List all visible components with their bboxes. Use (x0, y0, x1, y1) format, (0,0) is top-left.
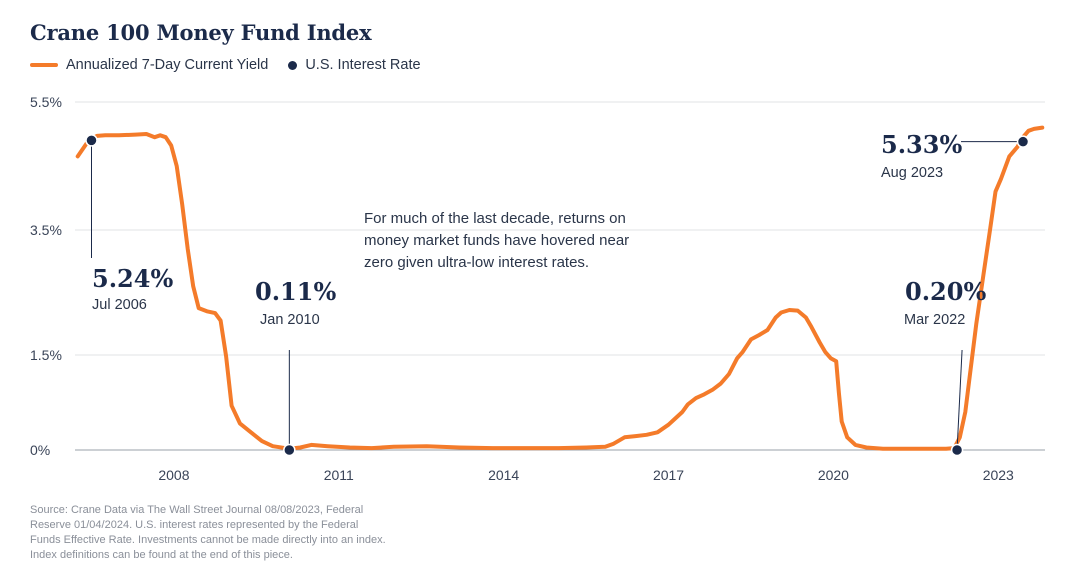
x-tick-label: 2023 (983, 467, 1014, 483)
y-tick-label: 1.5% (30, 347, 62, 363)
rate-point-dot (1016, 135, 1030, 148)
rate-date-label: Jan 2010 (260, 312, 320, 328)
x-tick-label: 2014 (488, 467, 519, 483)
rate-point-dot (85, 134, 98, 147)
rate-date-label: Jul 2006 (92, 297, 147, 313)
annotation-line: money market funds have hovered near (364, 232, 629, 249)
rate-date-label: Mar 2022 (904, 312, 965, 328)
rate-value-label: 5.24% (92, 264, 173, 293)
line-chart: 0%1.5%3.5%5.5% 2008 2011 2014 2017 2020 2023 … (30, 94, 1045, 483)
yield-series-line (75, 125, 1045, 451)
x-axis-ticks: 2008 2011 2014 2017 2020 2023 (158, 467, 1014, 483)
y-tick-label: 0% (30, 442, 50, 458)
chart-title: Crane 100 Money Fund Index (30, 20, 372, 45)
rate-leader-lines (90, 140, 1024, 451)
rate-point-dot (950, 443, 964, 457)
rate-date-label: Aug 2023 (881, 165, 943, 181)
leader-line (956, 349, 963, 451)
legend-label-yield: Annualized 7-Day Current Yield (66, 57, 269, 73)
source-note: Source: Crane Data via The Wall Street J… (30, 504, 386, 561)
rate-point-dot (283, 443, 296, 457)
y-tick-label: 5.5% (30, 94, 62, 110)
x-tick-label: 2011 (324, 467, 354, 483)
annotation-line: For much of the last decade, returns on (364, 210, 626, 227)
legend-label-rate: U.S. Interest Rate (305, 57, 421, 73)
chart-annotation: For much of the last decade, returns on m… (364, 210, 629, 271)
legend-line-swatch (30, 63, 58, 67)
chart-legend: Annualized 7-Day Current Yield U.S. Inte… (30, 57, 421, 73)
x-tick-label: 2008 (158, 467, 189, 483)
rate-value-label: 5.33% (881, 130, 962, 159)
rate-value-label: 0.20% (905, 277, 986, 306)
annotation-line: zero given ultra-low interest rates. (364, 254, 589, 271)
rate-value-label: 0.11% (255, 277, 336, 306)
rate-points (85, 134, 1030, 457)
rate-labels: 5.24% Jul 2006 0.11% Jan 2010 0.20% Mar 2022 5… (92, 130, 986, 328)
legend-dot-swatch (288, 60, 298, 70)
x-tick-label: 2020 (818, 467, 849, 483)
x-tick-label: 2017 (653, 467, 684, 483)
y-axis-ticks: 0% 1.5% 3.5% 5.5% (30, 94, 62, 458)
y-tick-label: 3.5% (30, 222, 62, 238)
